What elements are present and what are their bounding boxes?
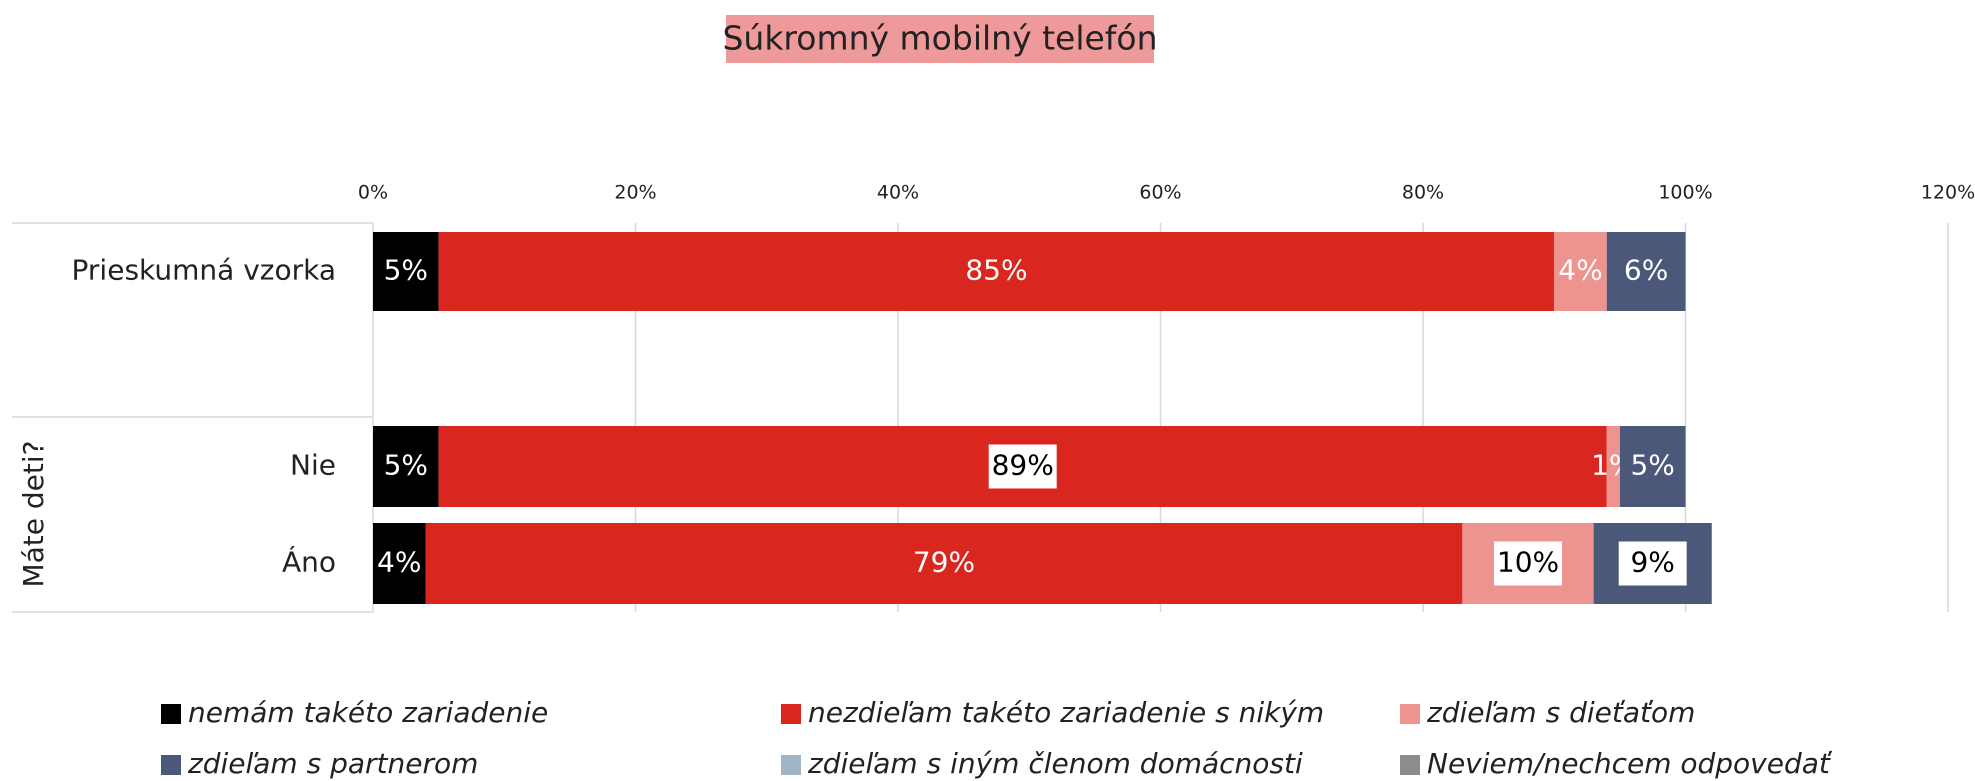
x-tick-label: 80% <box>1402 182 1444 204</box>
label-box <box>988 444 1057 489</box>
value-label: 10% <box>1497 546 1559 579</box>
value-label: 4% <box>1558 254 1602 287</box>
x-tick-label: 60% <box>1139 182 1181 204</box>
value-label: 85% <box>965 254 1027 287</box>
legend-label: nemám takéto zariadenie <box>188 696 548 729</box>
value-label: 4% <box>377 546 421 579</box>
legend-swatch <box>781 704 801 724</box>
value-label: 5% <box>1630 449 1674 482</box>
label-box <box>1494 541 1562 586</box>
bar-segment <box>438 232 1555 311</box>
legend-label: zdieľam s dieťaťom <box>1426 696 1695 729</box>
value-label: 9% <box>1630 546 1674 579</box>
bar-segment <box>373 232 439 311</box>
bar-segment <box>373 523 426 604</box>
legend-swatch <box>161 755 181 775</box>
legend-swatch <box>781 755 801 775</box>
value-label: 5% <box>384 254 428 287</box>
bar-segment <box>1606 426 1620 507</box>
legend-label: zdieľam s partnerom <box>187 747 478 780</box>
category-label: Prieskumná vzorka <box>72 254 336 287</box>
label-box <box>1618 541 1687 586</box>
x-tick-label: 0% <box>358 182 388 204</box>
x-tick-label: 120% <box>1921 182 1975 204</box>
legend-label: Neviem/nechcem odpovedať <box>1427 747 1833 780</box>
bar-segment <box>373 426 439 507</box>
value-label: 79% <box>913 546 975 579</box>
chart-title: Súkromný mobilný telefón <box>722 19 1157 58</box>
legend-swatch <box>1400 704 1420 724</box>
value-label: 6% <box>1624 254 1668 287</box>
bar-segment <box>1619 426 1686 507</box>
x-tick-label: 100% <box>1658 182 1712 204</box>
bar-segment <box>425 523 1463 604</box>
bar-segment <box>1606 232 1686 311</box>
legend-swatch <box>1400 755 1420 775</box>
legend-swatch <box>161 704 181 724</box>
category-label: Nie <box>290 449 336 482</box>
legend-label: nezdieľam takéto zariadenie s nikým <box>808 696 1324 729</box>
category-label: Áno <box>282 545 336 579</box>
value-label: 89% <box>992 449 1054 482</box>
title-box <box>726 15 1154 63</box>
group-label: Máte deti? <box>17 440 50 587</box>
legend-label: zdieľam s iným členom domácnosti <box>807 747 1303 780</box>
bar-segment <box>1554 232 1607 311</box>
x-tick-label: 20% <box>614 182 656 204</box>
value-label: 5% <box>384 449 428 482</box>
x-tick-label: 40% <box>877 182 919 204</box>
